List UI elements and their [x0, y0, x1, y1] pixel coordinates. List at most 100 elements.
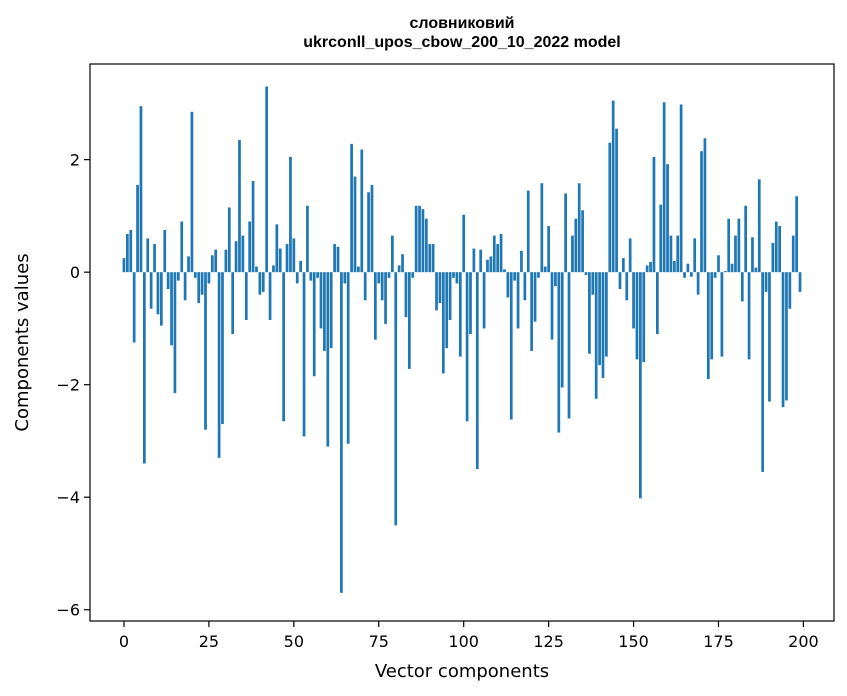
bar: [706, 272, 710, 380]
bar: [404, 272, 408, 318]
bar: [771, 242, 775, 273]
bar: [244, 272, 248, 320]
bar: [159, 272, 163, 326]
bar: [744, 205, 748, 273]
bar: [543, 266, 547, 273]
bar: [441, 272, 445, 374]
bar: [309, 272, 313, 281]
x-tick-label: 50: [284, 632, 304, 651]
bar: [479, 249, 483, 273]
bars-group: [122, 86, 802, 593]
x-axis-label: Vector components: [375, 661, 549, 682]
bar: [306, 205, 309, 273]
bar: [533, 272, 537, 322]
bar: [737, 218, 741, 273]
bar: [492, 235, 496, 273]
bar: [231, 272, 235, 335]
bar: [217, 272, 221, 458]
bar: [577, 183, 581, 273]
bar: [299, 260, 302, 273]
bar: [683, 272, 686, 278]
bar: [618, 272, 622, 290]
bar: [686, 263, 690, 273]
bar: [336, 246, 340, 273]
bar: [649, 262, 652, 273]
bar: [747, 272, 751, 360]
bar: [207, 272, 211, 284]
bar: [458, 272, 462, 357]
bar: [445, 272, 449, 349]
bar: [622, 258, 625, 273]
x-tick-label: 75: [369, 632, 389, 651]
bar: [496, 244, 500, 273]
bar: [394, 272, 398, 526]
bar: [129, 229, 133, 273]
bar: [278, 248, 282, 273]
bar: [764, 272, 768, 292]
bar: [639, 272, 642, 499]
bar: [407, 272, 411, 369]
bar: [713, 272, 717, 278]
bar: [435, 272, 438, 311]
bar: [180, 221, 184, 273]
bar: [482, 272, 486, 329]
bar: [635, 272, 639, 360]
bar: [268, 272, 272, 320]
bar: [149, 272, 153, 309]
bar: [438, 272, 442, 304]
bar: [391, 235, 394, 273]
bar: [632, 272, 635, 329]
bar: [666, 164, 669, 273]
bar: [323, 272, 326, 351]
bar: [387, 272, 391, 278]
x-tick-label: 150: [618, 632, 649, 651]
bar: [292, 238, 296, 273]
bar: [255, 266, 258, 273]
bar: [642, 272, 646, 363]
bar: [132, 272, 136, 343]
bar: [523, 272, 527, 301]
bar: [316, 272, 319, 278]
bar: [289, 156, 292, 273]
x-tick-label: 125: [533, 632, 564, 651]
bar: [312, 272, 316, 377]
chart-title-line: словниковий: [409, 15, 514, 32]
bar: [374, 272, 377, 340]
bar: [173, 272, 177, 394]
bar: [282, 272, 285, 422]
bar: [513, 272, 517, 281]
bar: [227, 207, 231, 273]
bar: [526, 190, 530, 273]
bar: [346, 272, 350, 444]
bar: [785, 272, 788, 401]
bar: [601, 272, 605, 378]
bar: [210, 255, 214, 273]
bar: [567, 272, 571, 419]
y-axis: −6 −4 −2 0 2: [56, 151, 90, 620]
bar: [363, 272, 367, 301]
bar: [689, 272, 693, 277]
y-tick-label: 0: [70, 263, 80, 282]
bar: [411, 272, 415, 278]
bar: [564, 193, 567, 273]
bar: [370, 184, 374, 273]
bar: [146, 238, 150, 273]
bar: [669, 235, 673, 273]
bar: [584, 272, 588, 275]
bar: [591, 272, 595, 295]
bar: [251, 181, 255, 273]
x-tick-label: 0: [119, 632, 129, 651]
y-tick-label: −4: [56, 488, 80, 507]
bar: [798, 272, 802, 292]
bar: [574, 218, 578, 273]
bar: [204, 272, 207, 430]
bar: [261, 272, 265, 292]
bar: [520, 250, 523, 273]
x-tick-label: 200: [788, 632, 819, 651]
bar: [540, 183, 544, 273]
bar: [509, 272, 513, 420]
bar: [295, 272, 299, 284]
bar: [778, 226, 781, 273]
bar: [598, 272, 601, 365]
bar: [414, 205, 418, 273]
